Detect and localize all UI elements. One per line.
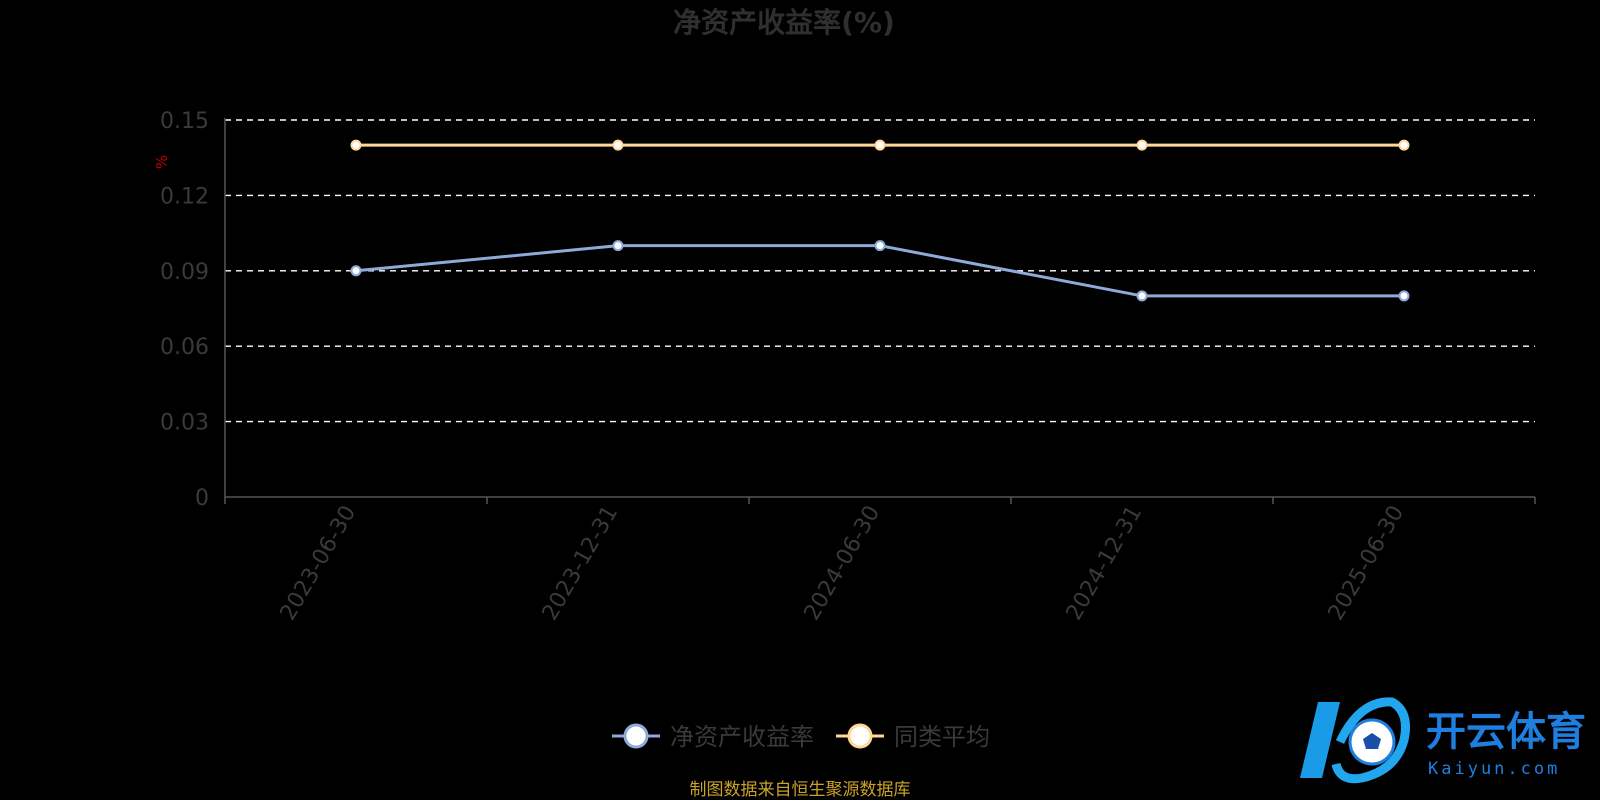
data-point [350,265,362,277]
y-tick-labels: 0 0.03 0.06 0.09 0.12 0.15 [160,109,209,511]
x-tick-label: 2024-06-30 [800,502,886,625]
legend-marker [847,723,873,749]
data-point [1398,139,1410,151]
watermark-domain: Kaiyun.com [1428,759,1560,779]
data-source-note: 制图数据来自恒生聚源数据库 [690,780,911,800]
data-point [874,240,886,252]
y-tick-label: 0 [195,486,209,511]
x-tick-label: 2024-12-31 [1062,502,1148,625]
legend: 净资产收益率 同类平均 [612,723,990,751]
chart-title: 净资产收益率(%) [673,6,895,39]
axes [224,118,1536,504]
x-tick-label: 2023-06-30 [276,502,362,625]
y-tick-label: 0.09 [160,260,209,285]
data-point [1398,290,1410,302]
data-point [350,139,362,151]
legend-label: 同类平均 [894,723,990,751]
y-axis-unit: % [153,155,171,169]
x-tick-label: 2025-06-30 [1324,502,1410,625]
series-layer [350,139,1410,302]
y-tick-label: 0.12 [160,184,209,209]
legend-marker [623,723,649,749]
legend-label: 净资产收益率 [670,723,814,751]
data-point [612,240,624,252]
data-point [874,139,886,151]
x-tick-label: 2023-12-31 [538,502,624,625]
grid-lines [225,119,1535,423]
y-tick-label: 0.03 [160,411,209,436]
y-tick-label: 0.06 [160,335,209,360]
data-point [1136,290,1148,302]
data-point [1136,139,1148,151]
watermark-brand: 开云体育 [1426,709,1586,755]
data-point [612,139,624,151]
y-tick-label: 0.15 [160,109,209,134]
kaiyun-watermark: 开云体育 Kaiyun.com [1300,697,1586,784]
soccer-ball-k-logo [1300,697,1410,784]
x-tick-labels: 2023-06-30 2023-12-31 2024-06-30 2024-12-31… [276,502,1410,625]
